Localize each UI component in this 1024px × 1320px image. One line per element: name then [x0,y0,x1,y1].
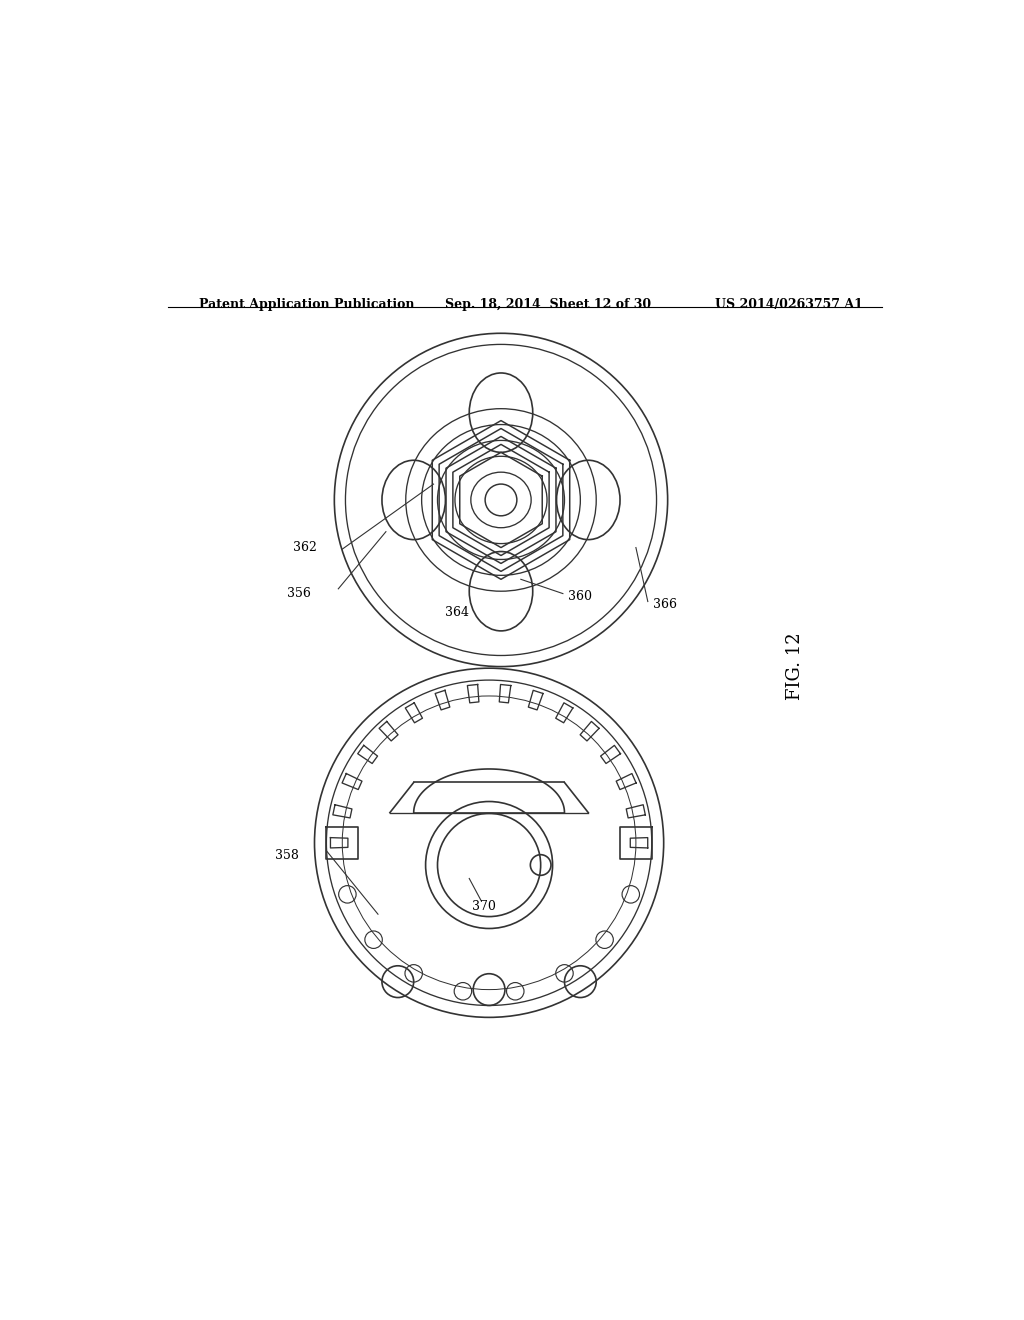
Text: Sep. 18, 2014  Sheet 12 of 30: Sep. 18, 2014 Sheet 12 of 30 [445,298,651,312]
Text: 356: 356 [287,587,310,601]
Text: US 2014/0263757 A1: US 2014/0263757 A1 [715,298,863,312]
Text: 364: 364 [445,606,469,619]
Text: 366: 366 [653,598,677,611]
Text: 358: 358 [274,849,299,862]
Text: 362: 362 [293,541,316,554]
Text: 360: 360 [568,590,593,603]
Text: 370: 370 [472,900,496,912]
Text: FIG. 12: FIG. 12 [785,632,804,701]
Text: Patent Application Publication: Patent Application Publication [200,298,415,312]
